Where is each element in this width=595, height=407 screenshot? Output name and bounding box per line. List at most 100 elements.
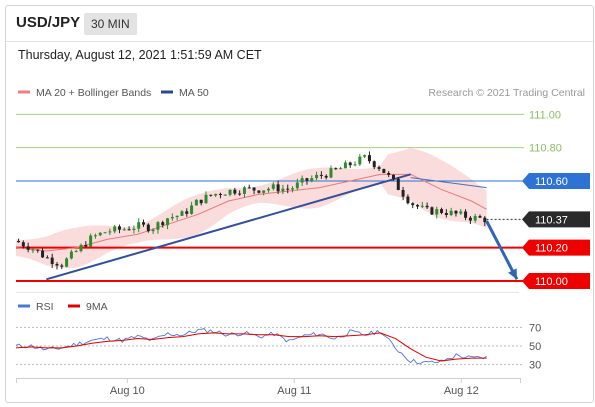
main-plot: 111.00 110.80 110.60 110.20 110.00 110.37 xyxy=(15,109,590,289)
level-badge-2 xyxy=(522,173,590,189)
candle-body xyxy=(89,235,93,247)
candle-body xyxy=(55,263,59,266)
candle-body xyxy=(122,229,126,231)
x-tick-label-0: Aug 10 xyxy=(110,385,145,397)
candle-body xyxy=(281,188,285,192)
rsi-tick-70: 70 xyxy=(529,322,541,334)
candle-body xyxy=(190,205,194,214)
rsi-legend-label: RSI xyxy=(36,301,54,313)
chart-widget: USD/JPY 30 MIN Thursday, August 12, 2021… xyxy=(5,5,594,403)
candle-body xyxy=(117,226,121,230)
level-badge-4 xyxy=(522,273,590,289)
x-axis: Aug 10 Aug 11 Aug 12 xyxy=(16,378,521,397)
candle-body xyxy=(166,218,170,226)
candle-body xyxy=(358,156,362,165)
candle-body xyxy=(209,194,213,196)
ma50-legend-swatch xyxy=(161,90,173,94)
candle-body xyxy=(151,229,155,232)
chart-header: USD/JPY 30 MIN xyxy=(6,6,593,42)
candle-body xyxy=(430,207,434,215)
candle-body xyxy=(367,155,371,162)
rsi-legend-swatch xyxy=(18,304,30,308)
current-price-label: 110.37 xyxy=(535,214,568,226)
ma20-legend-label: MA 20 + Bollinger Bands xyxy=(36,87,151,99)
candle-body xyxy=(266,188,270,191)
candle-body xyxy=(411,203,415,206)
forecast-arrow-shaft xyxy=(485,220,519,281)
candle-body xyxy=(223,194,227,196)
candle-body xyxy=(132,228,136,231)
candle-body xyxy=(161,222,165,226)
candle-body xyxy=(194,199,198,206)
candle-body xyxy=(156,222,160,230)
candle-body xyxy=(142,222,146,225)
ma50-line xyxy=(410,177,487,189)
candle-body xyxy=(391,174,395,179)
main-legend: MA 20 + Bollinger Bands MA 50 Research ©… xyxy=(18,87,585,99)
candle-body xyxy=(387,172,391,175)
candle-body xyxy=(36,249,40,251)
candle-body xyxy=(483,217,487,223)
candle-body xyxy=(26,246,30,250)
candle-body xyxy=(440,209,444,213)
interval-selector[interactable]: 30 MIN xyxy=(84,13,137,35)
candle-body xyxy=(300,178,304,183)
candle-body xyxy=(180,211,184,216)
candle-body xyxy=(406,196,410,204)
ma20-legend-swatch xyxy=(18,90,30,94)
candle-body xyxy=(324,175,328,178)
candle-body xyxy=(204,194,208,204)
rsi-legend: RSI 9MA xyxy=(18,301,108,313)
candle-body xyxy=(218,193,222,196)
candle-body xyxy=(454,210,458,214)
candle-body xyxy=(60,265,64,267)
level-badge-3 xyxy=(522,239,590,256)
ma9-legend-swatch xyxy=(68,304,80,308)
level-badge-label-4: 110.00 xyxy=(535,276,568,288)
candle-body xyxy=(137,222,141,229)
ma9-legend-label: 9MA xyxy=(86,301,108,313)
candle-body xyxy=(31,249,35,251)
candle-body xyxy=(339,168,343,170)
candle-body xyxy=(329,168,333,178)
candle-body xyxy=(98,232,102,236)
candle-body xyxy=(247,187,251,189)
candle-body xyxy=(271,184,275,189)
candle-body xyxy=(45,257,49,259)
candle-body xyxy=(175,215,179,218)
candle-body xyxy=(262,190,266,193)
candle-body xyxy=(233,189,237,194)
candle-body xyxy=(79,244,83,252)
candle-body xyxy=(69,251,73,259)
candle-body xyxy=(93,235,97,237)
candle-body xyxy=(242,187,246,194)
bollinger-band xyxy=(16,148,487,269)
candle-body xyxy=(238,193,242,195)
candle-body xyxy=(41,250,45,258)
candle-body xyxy=(464,211,468,218)
candle-body xyxy=(170,217,174,219)
trendline xyxy=(46,173,411,281)
level-label-0: 111.00 xyxy=(529,109,561,121)
candle-body xyxy=(21,242,25,247)
candle-body xyxy=(353,164,357,166)
candle-body xyxy=(286,188,290,190)
rsi-tick-50: 50 xyxy=(529,341,541,353)
x-tick-label-1: Aug 11 xyxy=(277,385,311,397)
ma50-legend-label: MA 50 xyxy=(179,87,209,99)
candle-body xyxy=(363,155,367,157)
candle-body xyxy=(146,224,150,232)
candle-body xyxy=(103,232,107,234)
candle-body xyxy=(84,244,88,247)
candle-body xyxy=(65,258,69,267)
candle-body xyxy=(478,216,482,218)
candle-body xyxy=(444,212,448,216)
candle-body xyxy=(127,229,131,231)
timestamp: Thursday, August 12, 2021 1:51:59 AM CET xyxy=(18,48,262,62)
candle-body xyxy=(348,162,352,166)
candle-body xyxy=(228,189,232,195)
candle-body xyxy=(315,174,319,179)
candle-body xyxy=(74,251,78,253)
candle-body xyxy=(108,231,112,233)
candle-body xyxy=(310,178,314,181)
